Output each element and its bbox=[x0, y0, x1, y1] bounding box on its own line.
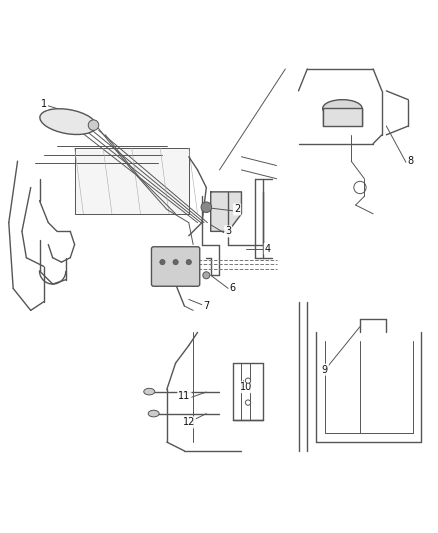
Circle shape bbox=[202, 272, 209, 279]
Polygon shape bbox=[210, 192, 241, 231]
Circle shape bbox=[245, 400, 250, 405]
Ellipse shape bbox=[144, 389, 155, 395]
Circle shape bbox=[201, 202, 211, 213]
Circle shape bbox=[186, 260, 191, 265]
Text: 11: 11 bbox=[178, 391, 190, 401]
Text: 2: 2 bbox=[233, 205, 240, 214]
Text: 10: 10 bbox=[239, 382, 251, 392]
Circle shape bbox=[88, 120, 99, 131]
Ellipse shape bbox=[148, 410, 159, 417]
Bar bbox=[322, 108, 361, 126]
Text: 5: 5 bbox=[163, 262, 170, 271]
Text: 6: 6 bbox=[229, 284, 235, 294]
Text: 7: 7 bbox=[203, 301, 209, 311]
Text: 4: 4 bbox=[264, 244, 270, 254]
Circle shape bbox=[245, 378, 250, 383]
Polygon shape bbox=[74, 148, 188, 214]
Text: 8: 8 bbox=[406, 156, 413, 166]
FancyBboxPatch shape bbox=[151, 247, 199, 286]
Circle shape bbox=[173, 260, 178, 265]
Circle shape bbox=[159, 260, 165, 265]
Text: 1: 1 bbox=[41, 99, 47, 109]
Ellipse shape bbox=[322, 100, 361, 117]
Ellipse shape bbox=[40, 109, 96, 134]
Text: 3: 3 bbox=[225, 227, 231, 236]
Text: 9: 9 bbox=[321, 365, 327, 375]
Text: 12: 12 bbox=[182, 417, 194, 427]
